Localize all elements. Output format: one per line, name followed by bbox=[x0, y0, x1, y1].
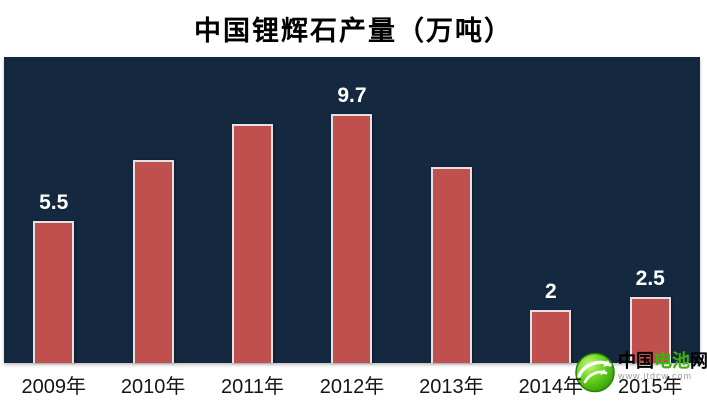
bar-column: 2 bbox=[501, 57, 600, 363]
bar-value-label: 2.5 bbox=[635, 267, 665, 290]
bar bbox=[331, 114, 373, 363]
bar-value-label: 2 bbox=[544, 280, 557, 303]
bar-value-label: 9.7 bbox=[337, 84, 367, 107]
chart-title: 中国锂辉石产量（万吨） bbox=[194, 15, 513, 47]
x-axis-label: 2012年 bbox=[319, 376, 385, 398]
bar bbox=[33, 221, 75, 363]
x-axis-label: 2011年 bbox=[221, 376, 285, 398]
watermark-name: 中国电池网 bbox=[618, 352, 707, 370]
watermark-name-suffix: 网 bbox=[690, 351, 707, 371]
battery-network-globe-icon bbox=[575, 352, 615, 398]
x-axis: 2009年 2010年 2011年 2012年 2013年 2014年 2015年 bbox=[4, 370, 700, 399]
bar-column bbox=[203, 57, 302, 363]
watermark-url: www.itdcw.com bbox=[618, 371, 693, 381]
x-axis-label: 2013年 bbox=[419, 376, 484, 398]
bar-column: 5.5 bbox=[4, 57, 103, 363]
bar-value-label: 5.5 bbox=[39, 191, 69, 214]
bar-column bbox=[402, 57, 501, 363]
bar-column bbox=[103, 57, 202, 363]
bar bbox=[629, 297, 671, 363]
x-axis-label: 2010年 bbox=[120, 376, 186, 398]
x-axis-label: 2009年 bbox=[21, 376, 86, 398]
watermark-name-highlight: 电池 bbox=[654, 351, 690, 371]
bar bbox=[430, 167, 472, 363]
bar bbox=[132, 160, 174, 363]
plot-area: 5.5 9.7 2 2.5 bbox=[4, 57, 700, 363]
x-axis-label: 2014年 bbox=[518, 376, 584, 398]
watermark-name-prefix: 中国 bbox=[618, 351, 654, 371]
watermark-text: 中国电池网 www.itdcw.com bbox=[618, 352, 707, 381]
bar bbox=[232, 124, 274, 363]
bar-column: 9.7 bbox=[302, 57, 401, 363]
bar bbox=[530, 310, 572, 363]
x-axis-label: 2015年 bbox=[617, 376, 683, 398]
watermark-logo: 中国电池网 www.itdcw.com bbox=[575, 352, 707, 398]
bar-column: 2.5 bbox=[601, 57, 700, 363]
